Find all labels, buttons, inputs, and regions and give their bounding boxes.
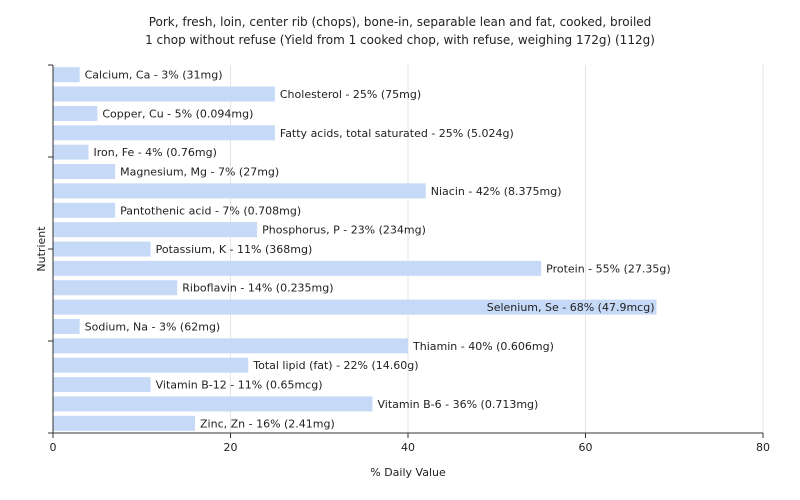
bar [53, 144, 89, 160]
bar [53, 222, 258, 238]
bar-label: Sodium, Na - 3% (62mg) [85, 320, 221, 333]
bar [53, 338, 408, 354]
bar-label: Iron, Fe - 4% (0.76mg) [94, 146, 217, 159]
bar-label: Total lipid (fat) - 22% (14.60g) [252, 359, 418, 372]
x-axis-label: % Daily Value [370, 466, 446, 479]
x-tick-label: 0 [50, 441, 57, 454]
bar [53, 86, 275, 102]
axes: 0 20 40 60 80 [48, 64, 770, 454]
bar-label: Phosphorus, P - 23% (234mg) [262, 224, 426, 237]
bar [53, 318, 80, 334]
bar-label: Zinc, Zn - 16% (2.41mg) [200, 417, 335, 430]
x-tick-label: 60 [579, 441, 593, 454]
bar-label: Riboflavin - 14% (0.235mg) [182, 282, 333, 295]
bar-label: Vitamin B-6 - 36% (0.713mg) [378, 398, 539, 411]
bar [53, 241, 151, 257]
bar [53, 260, 542, 276]
bar-label: Potassium, K - 11% (368mg) [156, 243, 313, 256]
bar [53, 299, 657, 315]
bar-label: Vitamin B-12 - 11% (0.65mcg) [156, 379, 323, 392]
bar-label: Protein - 55% (27.35g) [546, 262, 671, 275]
bar-label: Niacin - 42% (8.375mg) [431, 185, 562, 198]
bar [53, 67, 80, 83]
chart-title: Pork, fresh, loin, center rib (chops), b… [148, 15, 652, 29]
bar-label: Calcium, Ca - 3% (31mg) [85, 69, 223, 82]
bar-label: Cholesterol - 25% (75mg) [280, 88, 421, 101]
bar [53, 183, 426, 199]
x-tick-label: 40 [401, 441, 415, 454]
bar-label: Copper, Cu - 5% (0.094mg) [102, 107, 253, 120]
bar-label: Pantothenic acid - 7% (0.708mg) [120, 204, 301, 217]
x-tick-label: 80 [756, 441, 770, 454]
bar [53, 202, 116, 218]
x-tick-label: 20 [224, 441, 238, 454]
bar [53, 105, 98, 121]
bar [53, 164, 116, 180]
bar-label: Selenium, Se - 68% (47.9mcg) [487, 301, 655, 314]
bar-label: Thiamin - 40% (0.606mg) [412, 340, 554, 353]
chart-subtitle: 1 chop without refuse (Yield from 1 cook… [145, 33, 655, 47]
bar-label: Magnesium, Mg - 7% (27mg) [120, 166, 279, 179]
bar-label: Fatty acids, total saturated - 25% (5.02… [280, 127, 514, 140]
bar [53, 396, 373, 412]
bar [53, 357, 249, 373]
bar [53, 125, 275, 141]
bar [53, 377, 151, 393]
bar [53, 415, 195, 431]
bar [53, 280, 178, 296]
y-axis-label: Nutrient [35, 226, 48, 272]
bar-series: Calcium, Ca - 3% (31mg) Cholesterol - 25%… [53, 67, 671, 431]
